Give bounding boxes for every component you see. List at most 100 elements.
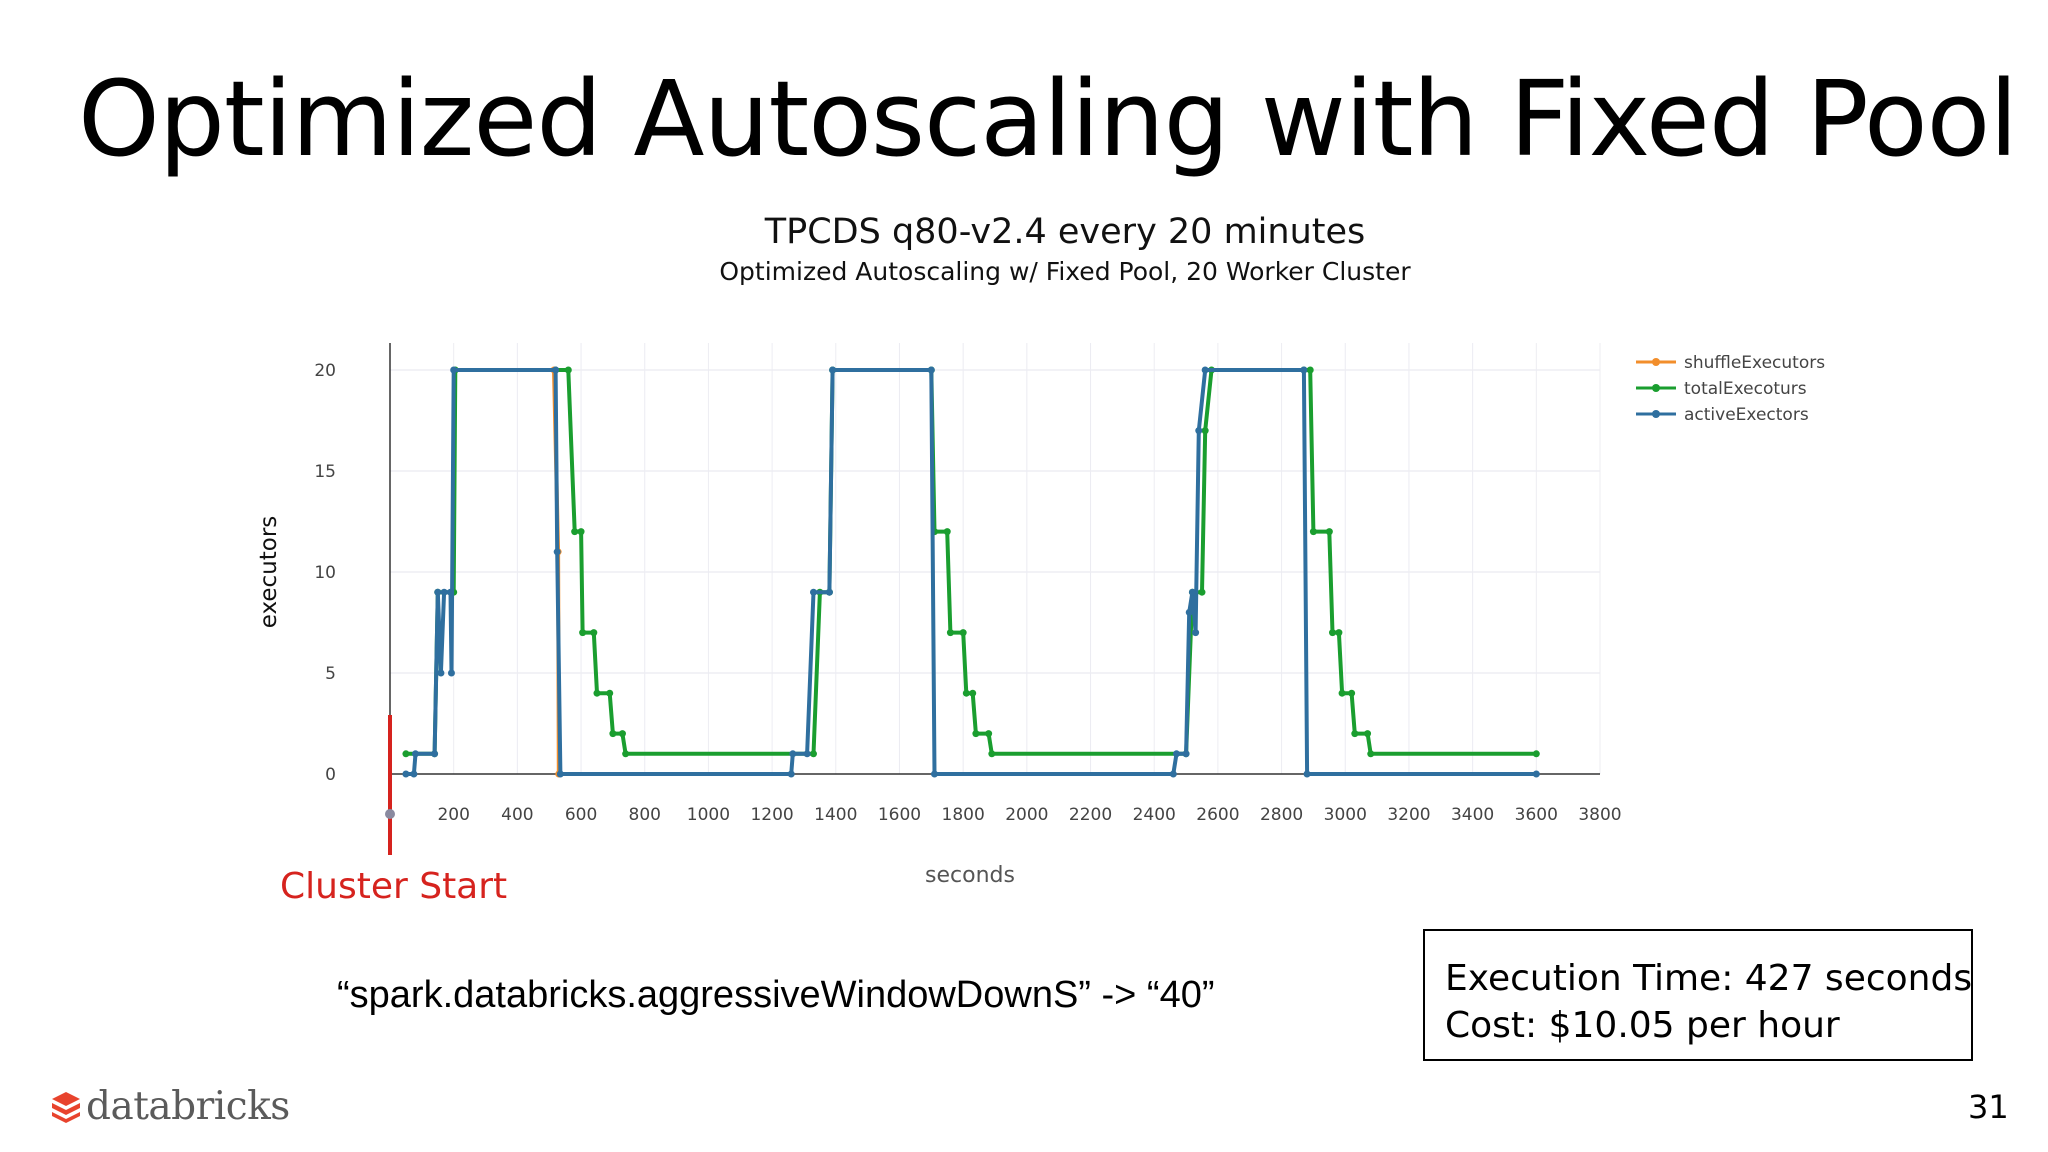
series-point-totalExecoturs (1348, 689, 1356, 697)
cost-text: Cost: $10.05 per hour (1445, 1005, 1840, 1046)
series-point-totalExecoturs (609, 730, 617, 738)
x-tick-label: 2400 (1133, 805, 1176, 825)
series-point-totalExecoturs (946, 629, 954, 637)
x-axis-label: seconds (925, 863, 1015, 888)
y-tick-label: 15 (314, 462, 336, 482)
series-point-activeExectors (1185, 608, 1193, 616)
series-point-totalExecoturs (1335, 629, 1343, 637)
plot-area (390, 343, 1600, 774)
series-point-totalExecoturs (1325, 528, 1333, 536)
series-point-totalExecoturs (972, 730, 980, 738)
series-point-activeExectors (1173, 750, 1180, 758)
series-point-totalExecoturs (1364, 730, 1372, 738)
y-tick-label: 10 (314, 563, 336, 583)
chart-title: TPCDS q80-v2.4 every 20 minutes (764, 212, 1366, 252)
series-point-activeExectors (437, 669, 445, 677)
series-point-totalExecoturs (1309, 528, 1317, 536)
series-point-activeExectors (1201, 366, 1209, 374)
x-tick-label: 400 (501, 805, 533, 825)
series-point-totalExecoturs (969, 689, 977, 697)
y-tick-label: 20 (314, 361, 336, 381)
x-tick-label: 3400 (1451, 805, 1494, 825)
x-tick-label: 200 (437, 805, 469, 825)
page-number: 31 (1968, 1088, 2009, 1126)
series-point-totalExecoturs (577, 528, 585, 536)
x-tick-label: 1800 (942, 805, 985, 825)
series-point-activeExectors (1182, 750, 1190, 758)
series-point-activeExectors (411, 750, 419, 758)
series-line-activeExectors (405, 368, 1537, 776)
legend-label-shuffleExecutors: shuffleExecutors (1684, 353, 1825, 373)
x-tick-label: 2600 (1196, 805, 1239, 825)
cluster-start-label: Cluster Start (280, 866, 508, 907)
result-box: Execution Time: 427 seconds Cost: $10.05… (1423, 929, 1973, 1061)
cluster-start-dot (385, 809, 395, 819)
databricks-logo-icon (52, 1091, 80, 1123)
legend-marker-shuffleExecutors (1652, 358, 1660, 366)
chart-subtitle: Optimized Autoscaling w/ Fixed Pool, 20 … (719, 257, 1411, 286)
series-point-activeExectors (789, 750, 797, 758)
series-point-activeExectors (1169, 770, 1177, 778)
logo-text: databricks (86, 1084, 290, 1129)
x-tick-label: 3600 (1515, 805, 1558, 825)
series-point-activeExectors (1192, 629, 1200, 637)
series-point-totalExecoturs (622, 750, 630, 758)
series-point-activeExectors (447, 588, 454, 596)
series-point-totalExecoturs (988, 750, 996, 758)
series-point-activeExectors (803, 750, 811, 758)
execution-time-text: Execution Time: 427 seconds (1445, 958, 1973, 999)
series-point-activeExectors (434, 588, 442, 596)
series-point-activeExectors (410, 770, 418, 778)
series-point-totalExecoturs (606, 689, 614, 697)
series-point-activeExectors (787, 770, 795, 778)
x-tick-label: 1400 (814, 805, 857, 825)
x-tick-label: 3200 (1387, 805, 1430, 825)
x-tick-label: 3000 (1324, 805, 1367, 825)
x-tick-label: 2000 (1005, 805, 1048, 825)
y-tick-label: 5 (325, 664, 336, 684)
databricks-logo: databricks (50, 1084, 290, 1129)
series-point-totalExecoturs (1306, 366, 1314, 374)
legend-marker-activeExectors (1652, 410, 1660, 418)
legend-marker-totalExecoturs (1652, 384, 1660, 392)
series-point-activeExectors (1303, 770, 1311, 778)
x-tick-label: 1600 (878, 805, 921, 825)
y-axis-label: executors (256, 516, 282, 629)
series-point-totalExecoturs (962, 689, 970, 697)
series-point-activeExectors (825, 588, 833, 596)
x-tick-label: 1200 (750, 805, 793, 825)
series-point-activeExectors (1195, 427, 1203, 435)
legend-label-totalExecoturs: totalExecoturs (1684, 379, 1807, 399)
series-point-totalExecoturs (1532, 750, 1540, 758)
series-point-activeExectors (1532, 770, 1540, 778)
series-point-activeExectors (927, 366, 935, 374)
series-point-activeExectors (810, 588, 817, 596)
slide-title: Optimized Autoscaling with Fixed Pool (78, 58, 2018, 180)
series-point-totalExecoturs (593, 689, 601, 697)
series-point-activeExectors (931, 770, 938, 778)
series-point-totalExecoturs (959, 629, 967, 637)
series-point-totalExecoturs (1198, 588, 1206, 596)
series-point-activeExectors (829, 366, 837, 374)
y-tick-label: 0 (325, 765, 336, 785)
series-point-activeExectors (440, 588, 448, 596)
x-tick-label: 1000 (687, 805, 730, 825)
series-point-totalExecoturs (1329, 629, 1337, 637)
legend-label-activeExectors: activeExectors (1684, 405, 1809, 425)
x-tick-label: 800 (629, 805, 661, 825)
x-tick-label: 3800 (1578, 805, 1621, 825)
series-point-totalExecoturs (579, 629, 587, 637)
config-setting-text: “spark.databricks.aggressiveWindowDownS”… (337, 974, 1215, 1016)
series-point-totalExecoturs (402, 750, 410, 758)
x-tick-label: 600 (565, 805, 597, 825)
series-point-activeExectors (1188, 588, 1196, 596)
series-point-totalExecoturs (590, 629, 598, 637)
series-point-activeExectors (447, 669, 455, 677)
series-point-activeExectors (1300, 366, 1308, 374)
series-point-activeExectors (450, 366, 458, 374)
series-point-activeExectors (402, 770, 410, 778)
series-point-activeExectors (431, 750, 439, 758)
series-point-totalExecoturs (571, 528, 579, 536)
series-point-totalExecoturs (1201, 427, 1209, 435)
series-point-totalExecoturs (943, 528, 951, 536)
